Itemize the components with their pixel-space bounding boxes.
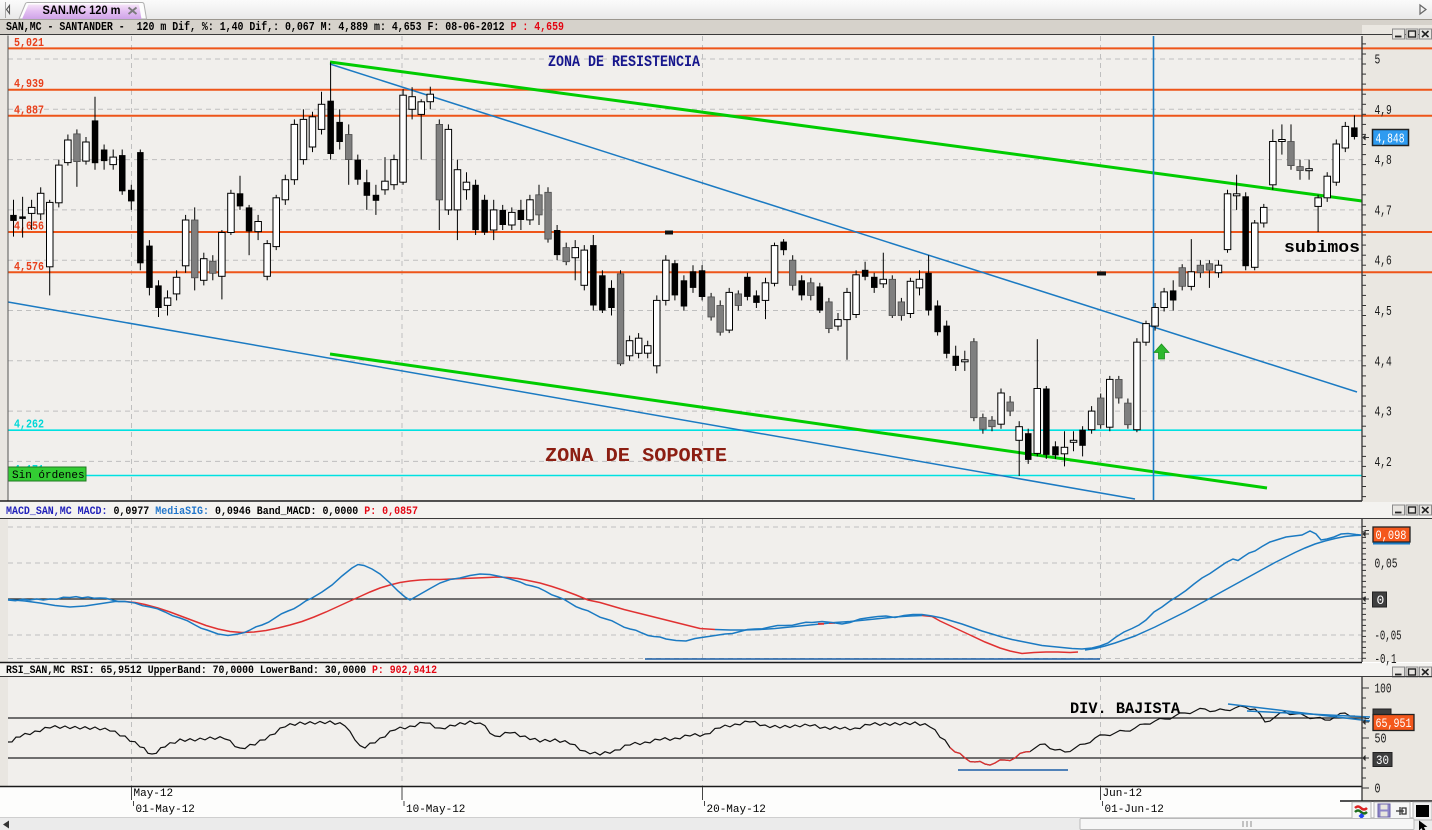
svg-text:SAN,MC - SANTANDER - 120 m Di: SAN,MC - SANTANDER - 120 m Dif, %: 1,40 … xyxy=(6,21,564,34)
svg-text:20-May-12: 20-May-12 xyxy=(707,804,766,816)
svg-text:5,021: 5,021 xyxy=(14,36,44,50)
svg-text:ZONA DE RESISTENCIA: ZONA DE RESISTENCIA xyxy=(548,53,700,71)
svg-text:0: 0 xyxy=(1375,783,1381,798)
svg-text:-0,1: -0,1 xyxy=(1375,653,1397,668)
svg-text:4,9: 4,9 xyxy=(1375,104,1392,119)
svg-text:0: 0 xyxy=(1377,593,1385,608)
svg-text:4,8: 4,8 xyxy=(1375,154,1392,169)
svg-text:MACD_SAN,MC MACD: 0,0977 Media: MACD_SAN,MC MACD: 0,0977 MediaSIG: 0,094… xyxy=(6,506,418,518)
svg-text:50: 50 xyxy=(1375,733,1387,748)
svg-text:4,5: 4,5 xyxy=(1375,305,1392,320)
svg-text:4,848: 4,848 xyxy=(1376,133,1405,148)
svg-text:4,939: 4,939 xyxy=(14,77,44,91)
svg-text:4,576: 4,576 xyxy=(14,260,44,274)
svg-text:100: 100 xyxy=(1375,683,1392,698)
svg-text:0,05: 0,05 xyxy=(1375,558,1398,573)
svg-text:SAN.MC 120 m: SAN.MC 120 m xyxy=(43,3,121,17)
svg-text:4,2: 4,2 xyxy=(1375,456,1392,471)
svg-text:4,4: 4,4 xyxy=(1375,355,1392,370)
svg-text:4,6: 4,6 xyxy=(1375,255,1392,270)
svg-text:RSI_SAN,MC RSI: 65,9512 UpperB: RSI_SAN,MC RSI: 65,9512 UpperBand: 70,00… xyxy=(6,665,437,677)
svg-text:5: 5 xyxy=(1375,54,1381,69)
svg-text:01-May-12: 01-May-12 xyxy=(136,804,195,816)
svg-text:4,656: 4,656 xyxy=(14,220,44,234)
svg-text:-0,05: -0,05 xyxy=(1375,630,1402,645)
svg-text:4,262: 4,262 xyxy=(14,418,44,432)
svg-text:DIV. BAJISTA: DIV. BAJISTA xyxy=(1070,700,1181,718)
svg-text:65,951: 65,951 xyxy=(1376,716,1412,731)
svg-text:10-May-12: 10-May-12 xyxy=(406,804,465,816)
svg-text:Sin órdenes: Sin órdenes xyxy=(12,470,85,482)
svg-text:30: 30 xyxy=(1376,753,1389,768)
svg-text:01-Jun-12: 01-Jun-12 xyxy=(1105,804,1164,816)
svg-text:0,098: 0,098 xyxy=(1376,528,1407,543)
svg-text:Jun-12: Jun-12 xyxy=(1103,788,1143,800)
svg-text:May-12: May-12 xyxy=(134,788,174,800)
svg-text:4,7: 4,7 xyxy=(1375,204,1392,219)
svg-text:4,887: 4,887 xyxy=(14,103,44,117)
svg-text:subimos: subimos xyxy=(1284,238,1360,257)
svg-text:ZONA DE SOPORTE: ZONA DE SOPORTE xyxy=(545,445,727,467)
svg-text:4,3: 4,3 xyxy=(1375,406,1392,421)
